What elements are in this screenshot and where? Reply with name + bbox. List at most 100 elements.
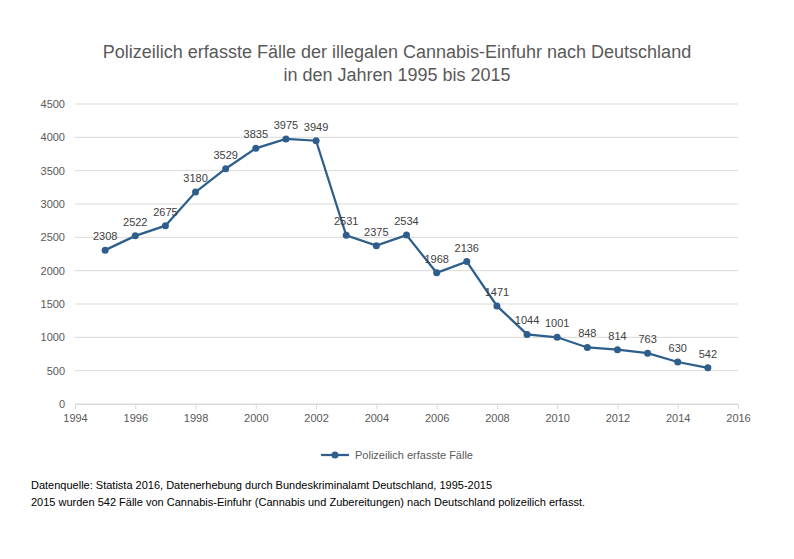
point xyxy=(162,222,169,229)
x-tick-mark xyxy=(256,404,257,409)
y-tick-label: 2500 xyxy=(41,231,65,243)
point xyxy=(192,189,199,196)
x-tick-mark xyxy=(376,404,377,409)
subtitle: in den Jahren 1995 bis 2015 xyxy=(283,65,510,85)
annotation: Datenquelle: Statista 2016, Datenerhebun… xyxy=(31,479,492,491)
annotation: 2015 wurden 542 Fälle von Cannabis-Einfu… xyxy=(31,496,585,508)
x-tick: 2016 xyxy=(726,404,750,424)
grid-line xyxy=(75,204,738,205)
point xyxy=(463,258,470,265)
grid-line xyxy=(75,104,738,105)
legend: Polizeilich erfasste Fälle xyxy=(321,449,473,461)
legend-marker xyxy=(332,452,339,459)
y-tick-label: 1000 xyxy=(41,331,65,343)
point xyxy=(493,302,500,309)
y-tick-label: 3500 xyxy=(41,165,65,177)
chart: Polizeilich erfasste Fälle der illegalen… xyxy=(0,0,794,559)
x-tick-mark xyxy=(437,404,438,409)
y-tick: 4000 xyxy=(41,131,75,143)
x-tick: 2006 xyxy=(425,404,449,424)
x-tick-label: 2002 xyxy=(304,412,328,424)
grid-line xyxy=(75,304,738,305)
x-tick-mark xyxy=(316,404,317,409)
data-label: 2675 xyxy=(153,206,177,218)
data-label: 1044 xyxy=(515,314,539,326)
y-axis-line xyxy=(75,105,76,405)
x-tick-label: 2014 xyxy=(666,412,690,424)
point xyxy=(373,242,380,249)
x-tick: 2002 xyxy=(304,404,328,424)
x-tick: 2014 xyxy=(666,404,690,424)
data-label: 814 xyxy=(608,330,626,342)
grid-line xyxy=(75,170,738,171)
title: Polizeilich erfasste Fälle der illegalen… xyxy=(103,42,691,62)
x-tick-label: 1996 xyxy=(124,412,148,424)
data-label: 1968 xyxy=(424,253,448,265)
y-tick-label: 2000 xyxy=(41,265,65,277)
x-tick-mark xyxy=(678,404,679,409)
point xyxy=(313,137,320,144)
x-tick-label: 2004 xyxy=(365,412,389,424)
y-tick: 2500 xyxy=(41,231,75,243)
point xyxy=(554,334,561,341)
data-label: 763 xyxy=(638,333,656,345)
legend-label: Polizeilich erfasste Fälle xyxy=(355,449,473,461)
y-tick-label: 3000 xyxy=(41,198,65,210)
y-tick-label: 4500 xyxy=(41,98,65,110)
grid-line xyxy=(75,270,738,271)
data-label: 630 xyxy=(669,342,687,354)
x-tick: 2000 xyxy=(244,404,268,424)
data-label: 3975 xyxy=(274,119,298,131)
data-label: 3835 xyxy=(244,128,268,140)
x-tick-mark xyxy=(738,404,739,409)
point xyxy=(524,331,531,338)
data-label: 542 xyxy=(699,348,717,360)
marks xyxy=(102,136,712,372)
x-tick-label: 2006 xyxy=(425,412,449,424)
x-tick-mark xyxy=(196,404,197,409)
y-tick: 3500 xyxy=(41,165,75,177)
x-axis-line xyxy=(76,405,739,410)
data-label: 3949 xyxy=(304,121,328,133)
y-tick: 4500 xyxy=(41,98,75,110)
x-tick-label: 1998 xyxy=(184,412,208,424)
x-tick: 1998 xyxy=(184,404,208,424)
x-tick: 2004 xyxy=(365,404,389,424)
point xyxy=(132,232,139,239)
point xyxy=(282,136,289,143)
data-label: 1001 xyxy=(545,317,569,329)
data-label: 2375 xyxy=(364,226,388,238)
x-tick: 1996 xyxy=(124,404,148,424)
grid-line xyxy=(75,137,738,138)
x-tick-mark xyxy=(557,404,558,409)
y-axis: 0 500 1000 1500 2000 2500 3000 3500 4000 4500 xyxy=(41,98,76,410)
y-tick: 2000 xyxy=(41,265,75,277)
point xyxy=(403,232,410,239)
point xyxy=(433,269,440,276)
series-line xyxy=(105,139,708,368)
point xyxy=(102,247,109,254)
x-tick: 2010 xyxy=(545,404,569,424)
y-tick: 0 xyxy=(59,398,75,410)
y-tick-label: 4000 xyxy=(41,131,65,143)
data-label: 1471 xyxy=(485,286,509,298)
point xyxy=(252,145,259,152)
x-axis: 1994199619982000200220042006200820102012… xyxy=(63,404,750,424)
data-label: 2534 xyxy=(394,215,418,227)
x-tick: 2012 xyxy=(606,404,630,424)
point xyxy=(343,232,350,239)
data-label: 2531 xyxy=(334,215,358,227)
y-tick: 1000 xyxy=(41,331,75,343)
y-tick: 3000 xyxy=(41,198,75,210)
data-label: 3180 xyxy=(183,172,207,184)
y-tick-label: 0 xyxy=(59,398,65,410)
x-tick-mark xyxy=(617,404,618,409)
point xyxy=(644,350,651,357)
y-tick-label: 500 xyxy=(47,365,65,377)
x-tick-label: 2000 xyxy=(244,412,268,424)
grid xyxy=(75,104,738,404)
plot: 1994199619982000200220042006200820102012… xyxy=(41,98,751,424)
y-tick: 1500 xyxy=(41,298,75,310)
x-tick-label: 2016 xyxy=(726,412,750,424)
x-tick: 2008 xyxy=(485,404,509,424)
